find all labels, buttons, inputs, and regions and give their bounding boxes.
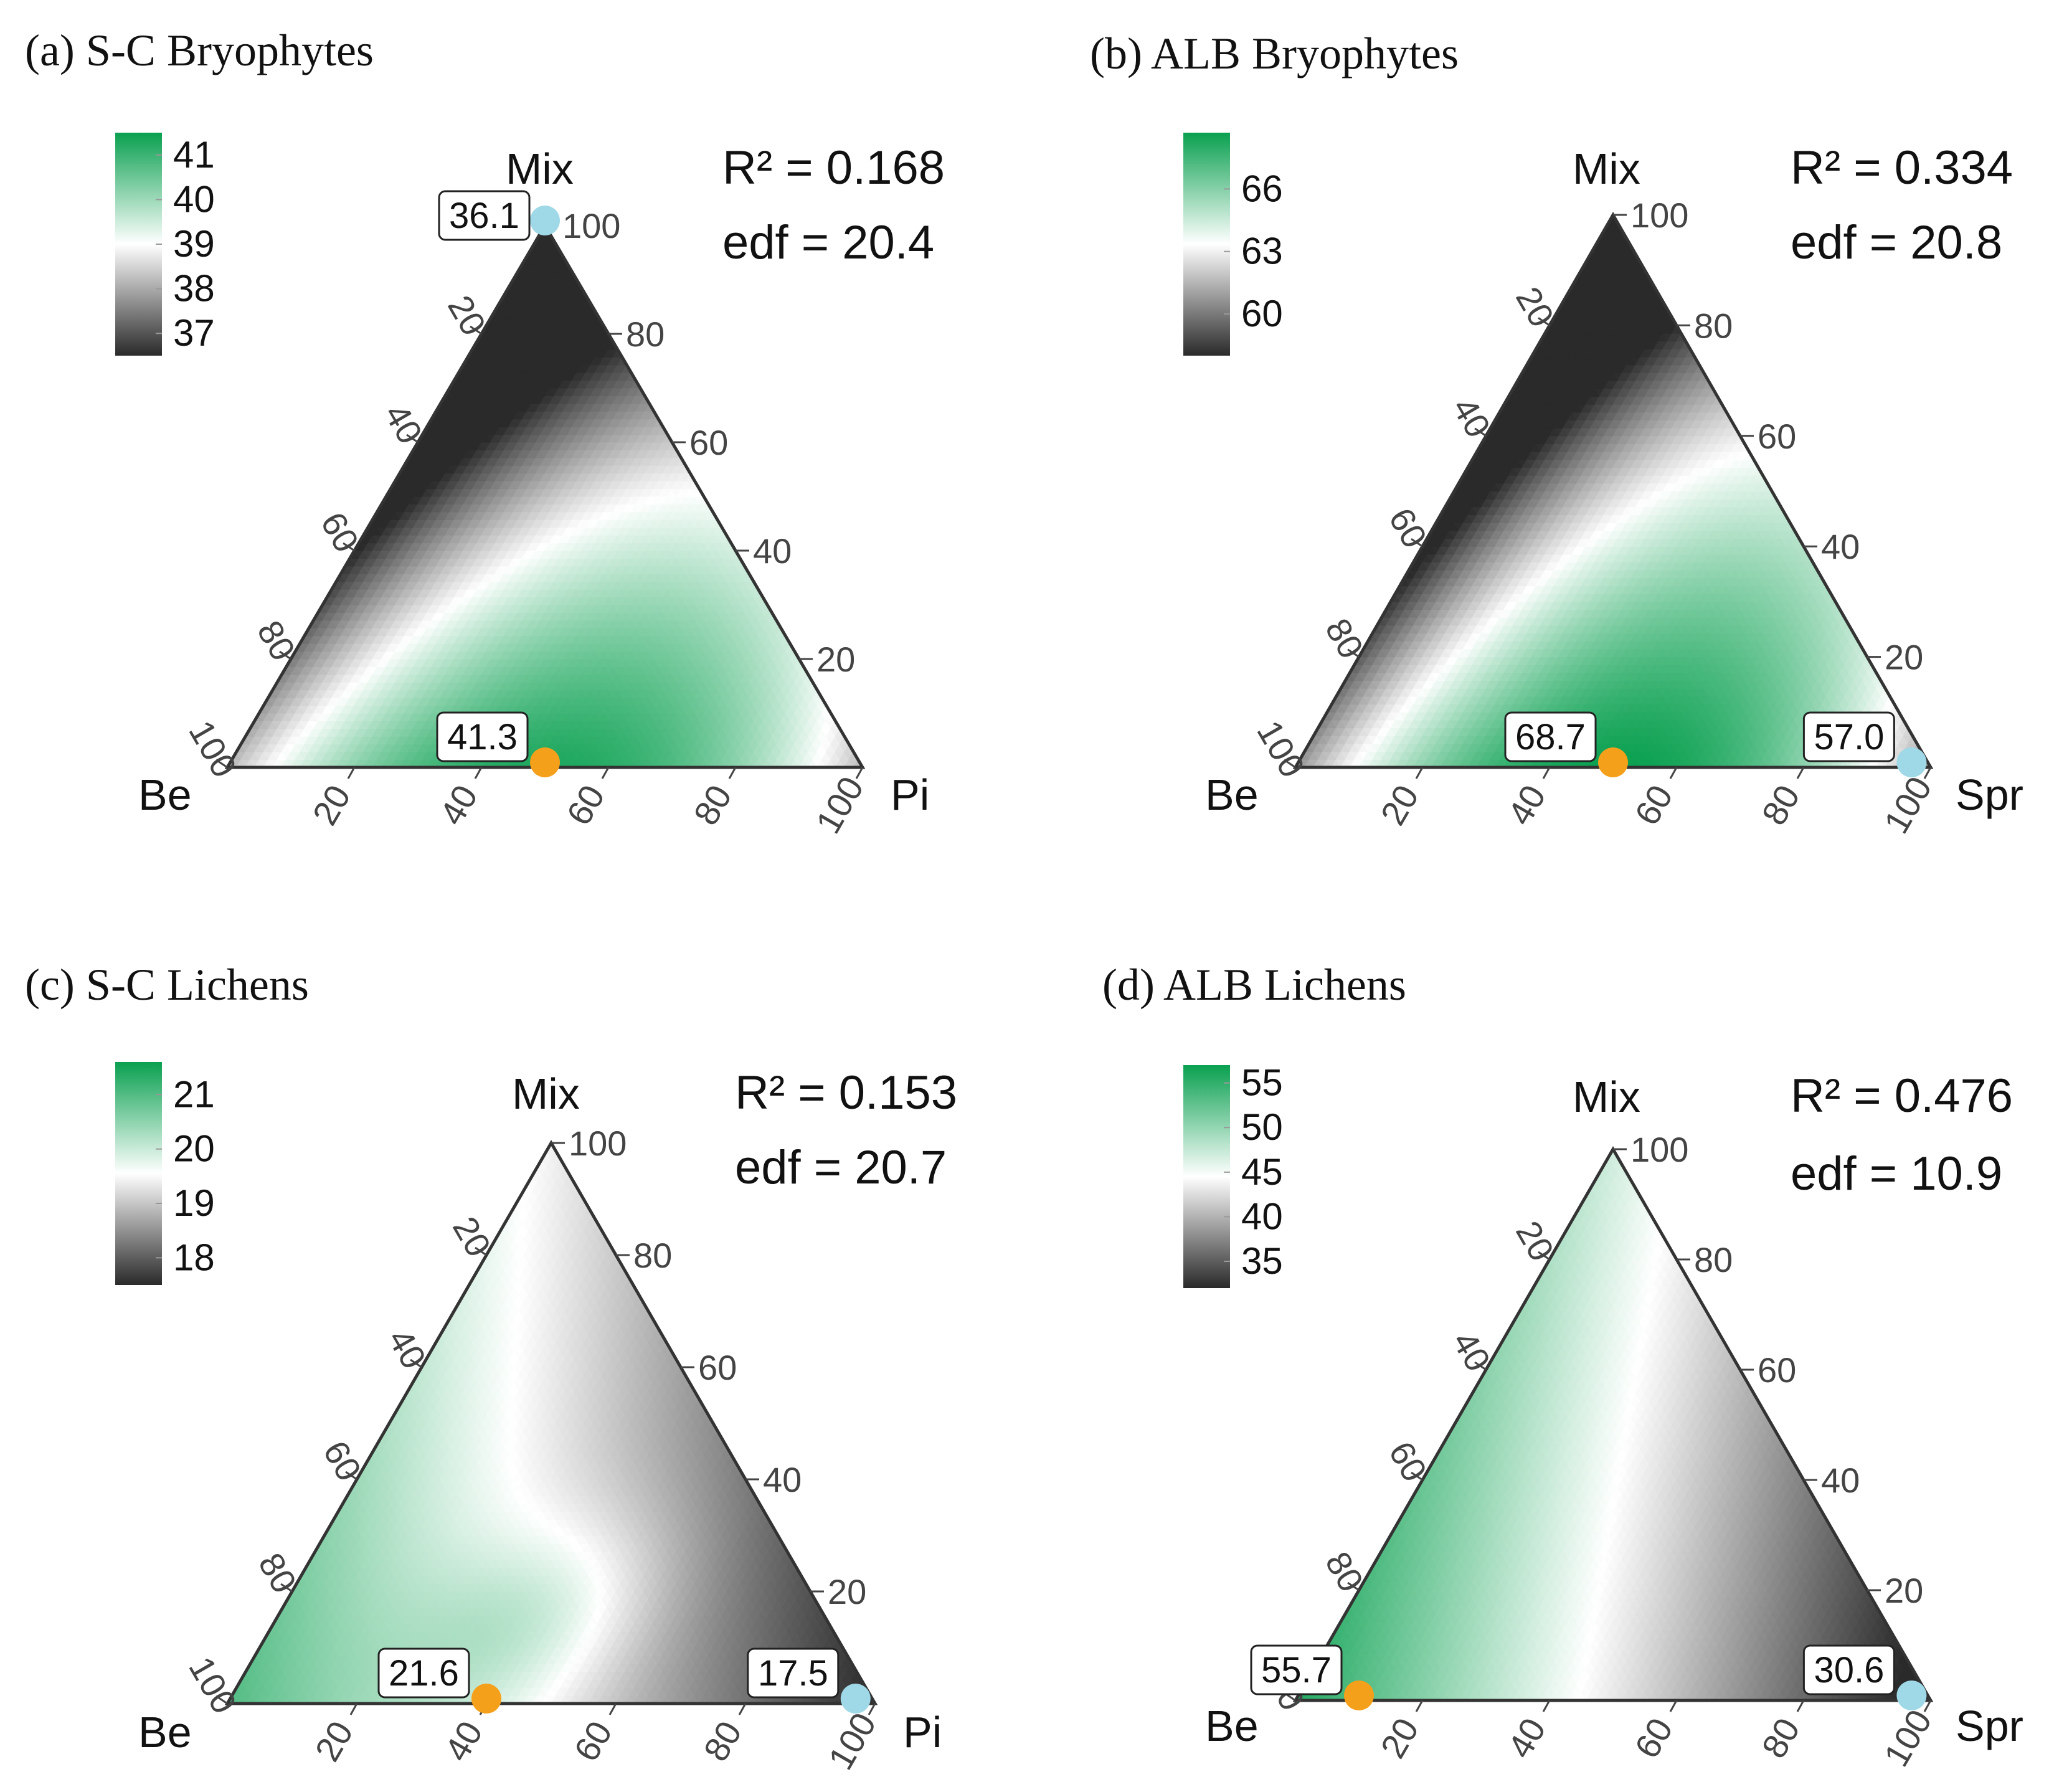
tick-mark <box>347 767 356 779</box>
panel-c-edf: edf = 20.7 <box>735 1141 947 1194</box>
panel-c-right-label: Pi <box>903 1708 942 1756</box>
colorbar-tick-label: 39 <box>173 223 215 265</box>
heat-field <box>227 225 863 768</box>
panel-c-left-label: Be <box>138 1708 192 1756</box>
colorbar-tick-label: 38 <box>173 268 215 310</box>
plot-layer: 2020204040406060608080801001001004140393… <box>115 133 1939 1776</box>
panel-c-title: (c) S-C Lichens <box>25 960 309 1010</box>
value-label: 36.1 <box>449 196 519 236</box>
mix-tick-label: 60 <box>689 423 728 462</box>
panel-b-edf: edf = 20.8 <box>1791 216 2002 269</box>
panel-a-edf: edf = 20.4 <box>722 216 934 269</box>
panel-b-left-label: Be <box>1205 770 1259 819</box>
tick-mark <box>728 767 737 779</box>
bottom-tick-label: 40 <box>432 779 485 832</box>
mix-tick-label: 40 <box>753 531 792 571</box>
panel-a-right-label: Pi <box>891 770 929 819</box>
panel-d-r2: R² = 0.476 <box>1791 1069 2013 1122</box>
colorbar-gradient <box>115 133 162 356</box>
panel-b-r2: R² = 0.334 <box>1791 141 2013 194</box>
panel-a: 2020204040406060608080801001001004140393… <box>115 133 871 840</box>
value-label: 41.3 <box>447 717 518 757</box>
tick-mark <box>474 767 483 779</box>
mix-tick-label: 20 <box>816 640 855 679</box>
highlight-marker <box>530 747 560 777</box>
bottom-tick-label: 20 <box>305 779 358 832</box>
panel-c-top-label: Mix <box>512 1069 580 1118</box>
panel-a-top-label: Mix <box>506 145 574 193</box>
colorbar-tick-label: 41 <box>173 134 215 176</box>
panel-a-left-label: Be <box>138 770 192 819</box>
panel-d-edf: edf = 10.9 <box>1791 1147 2002 1200</box>
panel-b-top-label: Mix <box>1573 145 1640 193</box>
panel-d-right-label: Spr <box>1956 1702 2023 1750</box>
colorbar-tick-label: 40 <box>173 178 215 220</box>
tick-mark <box>601 767 610 779</box>
panel-b-right-label: Spr <box>1956 770 2023 819</box>
highlight-marker <box>530 206 560 235</box>
bottom-tick-label: 60 <box>559 779 612 832</box>
mix-tick-label: 100 <box>562 206 620 245</box>
heat-field <box>1295 214 1931 769</box>
panel-d-title: (d) ALB Lichens <box>1102 960 1406 1010</box>
panel-d-top-label: Mix <box>1573 1073 1640 1121</box>
panel-c-r2: R² = 0.153 <box>735 1066 957 1119</box>
panel-d-left-label: Be <box>1205 1702 1259 1750</box>
panel-a-title: (a) S-C Bryophytes <box>25 26 374 75</box>
bottom-tick-label: 100 <box>808 770 871 840</box>
bottom-tick-label: 80 <box>686 779 739 832</box>
colorbar-tick-label: 37 <box>173 312 215 354</box>
mix-tick-label: 80 <box>626 315 665 354</box>
tick-mark <box>855 767 864 779</box>
panel-a-r2: R² = 0.168 <box>722 141 945 194</box>
panel-b-title: (b) ALB Bryophytes <box>1090 29 1459 78</box>
